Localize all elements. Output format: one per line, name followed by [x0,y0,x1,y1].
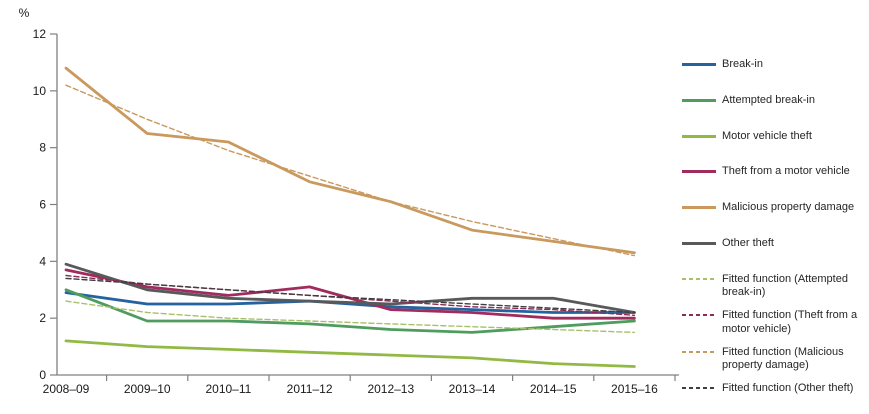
series-line-other-theft [64,262,636,314]
series-line-fitted-function-theft-from-a-motor-vehicle [65,274,636,316]
legend-item-attempted-break-in: Attempted break-in [682,94,867,108]
series-line-fitted-function-malicious-property-damage [65,84,636,257]
legend-swatch-fitted-function-theft-from-a-motor-vehicle [682,314,716,316]
y-tick-label: 12 [33,27,47,41]
y-tick-label: 8 [39,141,46,155]
series-line-motor-vehicle-theft [64,339,636,368]
x-tick-label: 2011–12 [287,382,333,396]
legend-swatch-break-in [682,63,716,66]
legend-item-motor-vehicle-theft: Motor vehicle theft [682,130,867,144]
legend-label-break-in: Break-in [722,58,763,70]
y-tick-label: 10 [33,84,47,98]
legend-swatch-attempted-break-in [682,98,716,102]
legend-label-attempted-break-in: Attempted break-in [722,93,815,106]
legend-swatch-fitted-function-malicious-property-damage [682,350,716,353]
legend-swatch-theft-from-a-motor-vehicle [682,170,716,174]
legend-label-fitted-function-theft-from-a-motor-vehicle: Fitted function (Theft from a motor vehi… [722,309,858,335]
y-tick-label: 6 [39,198,46,212]
legend-label-fitted-function-attempted-break-in: Fitted function (Attempted break-in) [722,272,848,299]
x-tick-label: 2010–11 [205,382,251,396]
series-line-malicious-property-damage [64,66,636,255]
x-tick-label: 2012–13 [367,382,414,396]
legend-item-fitted-function-attempted-break-in: Fitted function (Attempted break-in) [682,273,867,301]
legend-item-malicious-property-damage: Malicious property damage [682,201,867,215]
legend-label-motor-vehicle-theft: Motor vehicle theft [722,129,812,142]
legend-label-theft-from-a-motor-vehicle: Theft from a motor vehicle [722,165,850,178]
chart-legend: Break-in Attempted break-in Motor vehicle … [680,0,867,414]
x-tick-label: 2009–10 [124,382,171,396]
legend-item-break-in: Break-in [682,58,867,72]
y-axis-unit-label: % [18,6,30,20]
legend-item-theft-from-a-motor-vehicle: Theft from a motor vehicle [682,165,867,179]
x-tick-label: 2008–09 [43,382,90,396]
x-tick-label: 2013–14 [449,382,496,396]
y-tick-label: 2 [39,311,46,325]
legend-swatch-fitted-function-other-theft [682,387,716,389]
legend-swatch-malicious-property-damage [682,206,716,209]
legend-label-fitted-function-malicious-property-damage: Fitted function (Malicious property dama… [722,345,844,372]
legend-label-other-theft: Other theft [722,236,774,249]
legend-item-fitted-function-malicious-property-damage: Fitted function (Malicious property dama… [682,346,867,374]
legend-label-fitted-function-other-theft: Fitted function (Other theft) [722,382,854,394]
x-tick-label: 2014–15 [530,382,577,396]
legend-item-other-theft: Other theft [682,237,867,251]
legend-item-fitted-function-theft-from-a-motor-vehicle: Fitted function (Theft from a motor vehi… [682,309,867,337]
series-line-attempted-break-in [64,288,636,334]
series-line-fitted-function-other-theft [65,277,636,314]
legend-swatch-fitted-function-attempted-break-in [682,277,716,280]
x-tick-label: 2015–16 [611,382,658,396]
y-tick-label: 4 [39,254,46,268]
series-line-fitted-function-attempted-break-in [65,300,636,334]
legend-label-malicious-property-damage: Malicious property damage [722,201,855,213]
line-chart: 0 2 4 6 8 10 12 2008–09 2009–10 2010–11 2011–12 201… [33,27,679,396]
legend-swatch-other-theft [682,241,716,245]
y-tick-label: 0 [39,368,46,382]
legend-swatch-motor-vehicle-theft [682,134,716,138]
legend-item-fitted-function-other-theft: Fitted function (Other theft) [682,382,867,396]
